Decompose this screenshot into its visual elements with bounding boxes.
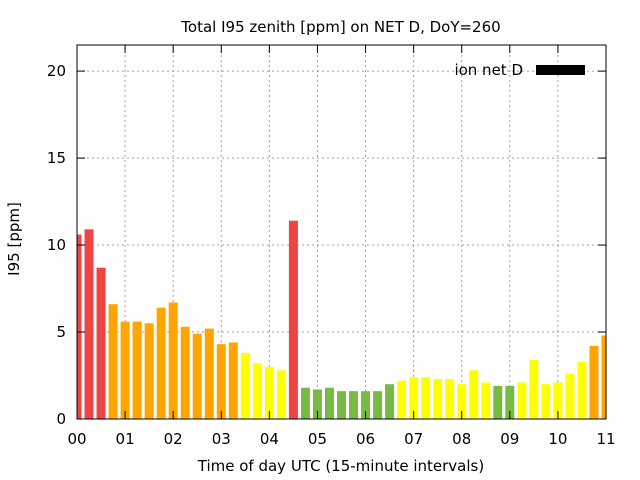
chart-title: Total I95 zenith [ppm] on NET D, DoY=260 bbox=[180, 18, 500, 36]
bar bbox=[168, 302, 178, 419]
x-tick-label: 06 bbox=[356, 430, 375, 448]
bar bbox=[505, 385, 515, 419]
bar bbox=[264, 366, 274, 419]
bar bbox=[529, 359, 539, 419]
x-tick-label: 09 bbox=[500, 430, 519, 448]
bar bbox=[481, 382, 491, 419]
bar bbox=[132, 321, 142, 419]
bar bbox=[144, 323, 154, 419]
bar bbox=[565, 373, 575, 419]
bar bbox=[324, 387, 334, 419]
bar bbox=[120, 321, 130, 419]
y-tick-label: 20 bbox=[47, 62, 66, 80]
legend-label: ion net D bbox=[454, 61, 523, 79]
bar bbox=[288, 220, 298, 419]
bar bbox=[601, 335, 606, 419]
bar bbox=[312, 389, 322, 419]
bar bbox=[589, 345, 599, 419]
bar bbox=[457, 384, 467, 419]
bar bbox=[192, 333, 202, 419]
bar bbox=[276, 370, 286, 419]
y-axis-label: I95 [ppm] bbox=[5, 202, 23, 276]
x-tick-label: 04 bbox=[260, 430, 279, 448]
bar bbox=[84, 229, 94, 419]
x-tick-label: 08 bbox=[452, 430, 471, 448]
bar bbox=[252, 363, 262, 419]
bar bbox=[373, 391, 383, 419]
bar bbox=[541, 384, 551, 419]
y-tick-label: 10 bbox=[47, 236, 66, 254]
y-tick-label: 0 bbox=[56, 410, 66, 428]
bar bbox=[433, 378, 443, 419]
plot-frame bbox=[76, 44, 607, 420]
bars bbox=[77, 220, 606, 419]
bar bbox=[493, 385, 503, 419]
x-tick-label: 05 bbox=[308, 430, 327, 448]
y-tick-label: 5 bbox=[56, 323, 66, 341]
bar bbox=[349, 391, 359, 419]
x-tick-label: 00 bbox=[67, 430, 86, 448]
bar bbox=[385, 384, 395, 419]
bar bbox=[409, 377, 419, 419]
legend: ion net D bbox=[454, 61, 585, 79]
bar bbox=[517, 382, 527, 419]
bar bbox=[108, 304, 118, 419]
x-tick-label: 07 bbox=[404, 430, 423, 448]
bar bbox=[337, 391, 346, 419]
bar bbox=[96, 267, 106, 419]
bar bbox=[445, 378, 455, 419]
bar bbox=[216, 344, 226, 419]
legend-swatch bbox=[536, 65, 585, 75]
bar bbox=[204, 328, 214, 419]
x-tick-label: 03 bbox=[212, 430, 231, 448]
x-tick-label: 01 bbox=[116, 430, 135, 448]
x-tick-label: 11 bbox=[596, 430, 615, 448]
x-tick-label: 10 bbox=[548, 430, 567, 448]
bar bbox=[228, 342, 238, 419]
bar bbox=[180, 326, 190, 419]
bar bbox=[397, 380, 407, 419]
bar bbox=[361, 391, 371, 419]
bar bbox=[300, 387, 310, 419]
x-tick-label: 02 bbox=[164, 430, 183, 448]
bar bbox=[156, 307, 166, 419]
bar bbox=[77, 234, 82, 419]
x-axis-label: Time of day UTC (15-minute intervals) bbox=[197, 457, 484, 475]
bar bbox=[469, 370, 479, 419]
bar bbox=[240, 352, 250, 419]
bar bbox=[553, 382, 563, 419]
y-tick-label: 15 bbox=[47, 149, 66, 167]
bar bbox=[421, 377, 431, 419]
bar bbox=[577, 361, 587, 419]
